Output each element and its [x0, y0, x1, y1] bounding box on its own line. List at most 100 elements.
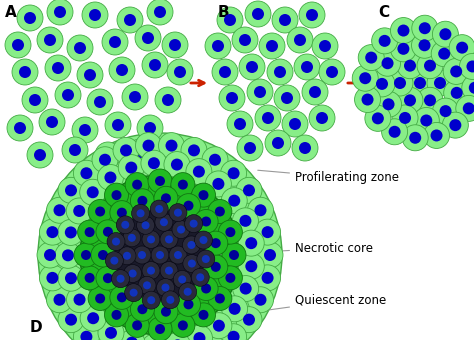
Circle shape — [449, 119, 461, 131]
Circle shape — [392, 105, 418, 131]
Circle shape — [143, 281, 151, 289]
Circle shape — [194, 209, 218, 234]
Circle shape — [459, 53, 474, 80]
Circle shape — [116, 64, 128, 76]
Circle shape — [161, 193, 171, 203]
Circle shape — [148, 157, 160, 169]
Circle shape — [147, 0, 173, 25]
Circle shape — [224, 14, 236, 26]
Circle shape — [234, 118, 246, 130]
Circle shape — [417, 87, 443, 113]
Circle shape — [39, 109, 65, 135]
Circle shape — [227, 111, 253, 137]
Circle shape — [247, 79, 273, 105]
Circle shape — [122, 84, 148, 110]
Circle shape — [172, 339, 183, 340]
Circle shape — [359, 72, 371, 84]
Circle shape — [174, 209, 182, 217]
Circle shape — [255, 105, 281, 131]
Circle shape — [451, 87, 463, 99]
Circle shape — [204, 231, 228, 255]
Circle shape — [312, 33, 338, 59]
Circle shape — [94, 96, 106, 108]
Circle shape — [289, 118, 301, 130]
Circle shape — [116, 216, 134, 234]
Circle shape — [267, 59, 293, 85]
Circle shape — [397, 53, 423, 79]
Circle shape — [137, 115, 163, 141]
Circle shape — [85, 273, 95, 283]
Circle shape — [292, 135, 318, 161]
Circle shape — [117, 208, 127, 218]
Circle shape — [137, 216, 155, 234]
Circle shape — [463, 102, 474, 114]
Circle shape — [151, 246, 169, 264]
Circle shape — [120, 144, 132, 156]
Circle shape — [147, 235, 155, 243]
Circle shape — [103, 227, 113, 237]
Circle shape — [5, 32, 31, 58]
Circle shape — [160, 261, 178, 279]
Circle shape — [193, 166, 205, 177]
Circle shape — [138, 276, 156, 294]
Circle shape — [219, 66, 231, 78]
Circle shape — [74, 42, 86, 54]
Circle shape — [287, 27, 313, 53]
Circle shape — [154, 6, 166, 18]
Circle shape — [169, 39, 181, 51]
Circle shape — [431, 41, 457, 67]
Circle shape — [126, 337, 138, 340]
Circle shape — [217, 7, 243, 33]
Circle shape — [125, 284, 143, 302]
Circle shape — [150, 200, 168, 218]
Circle shape — [255, 294, 266, 306]
Circle shape — [391, 18, 417, 44]
Circle shape — [38, 133, 282, 340]
Circle shape — [414, 77, 426, 89]
Circle shape — [58, 177, 84, 203]
Circle shape — [188, 259, 196, 268]
Circle shape — [239, 215, 251, 227]
Circle shape — [219, 220, 242, 244]
Circle shape — [255, 204, 266, 216]
Circle shape — [246, 61, 258, 73]
Circle shape — [104, 171, 117, 184]
Circle shape — [141, 150, 167, 176]
Circle shape — [148, 169, 172, 193]
Circle shape — [171, 173, 195, 197]
Circle shape — [62, 137, 88, 163]
Circle shape — [255, 219, 281, 245]
Circle shape — [245, 237, 257, 249]
Circle shape — [199, 190, 209, 200]
Circle shape — [419, 22, 431, 34]
Circle shape — [274, 66, 286, 78]
Circle shape — [147, 267, 155, 275]
Circle shape — [46, 226, 58, 238]
Circle shape — [73, 324, 100, 340]
Circle shape — [161, 307, 171, 317]
Circle shape — [219, 85, 245, 111]
Circle shape — [44, 249, 56, 261]
Circle shape — [420, 115, 432, 126]
Circle shape — [233, 275, 259, 302]
Circle shape — [155, 213, 173, 231]
Circle shape — [46, 116, 58, 128]
Circle shape — [442, 112, 468, 138]
Circle shape — [183, 201, 193, 211]
Circle shape — [138, 251, 146, 259]
Circle shape — [105, 327, 117, 339]
Circle shape — [376, 78, 388, 90]
Circle shape — [178, 180, 188, 190]
Circle shape — [212, 59, 238, 85]
Text: A: A — [5, 5, 17, 20]
Circle shape — [156, 278, 174, 296]
Circle shape — [125, 162, 137, 174]
Circle shape — [309, 105, 335, 131]
Circle shape — [434, 77, 446, 89]
Circle shape — [309, 86, 321, 98]
Circle shape — [92, 337, 118, 340]
Circle shape — [237, 135, 263, 161]
Circle shape — [143, 140, 155, 152]
Circle shape — [282, 111, 308, 137]
Circle shape — [206, 313, 232, 339]
